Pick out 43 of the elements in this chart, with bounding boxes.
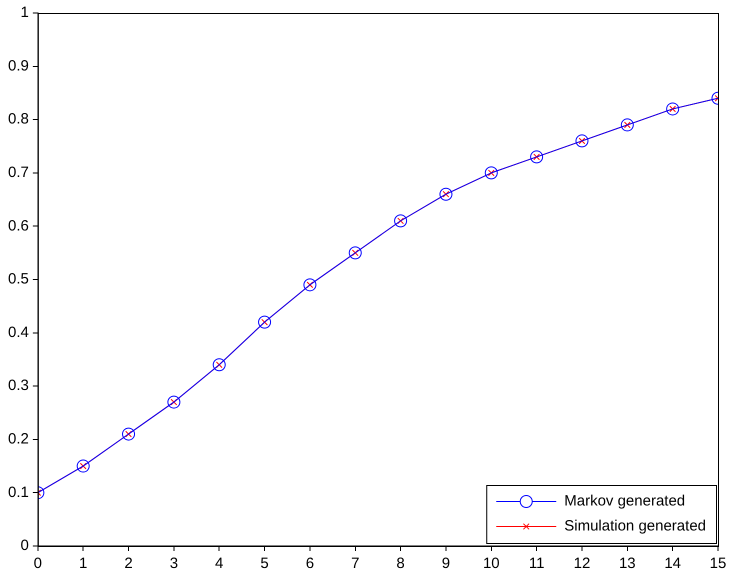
point — [122, 428, 136, 441]
x-tick-label: 14 — [664, 555, 681, 572]
point — [530, 150, 544, 164]
point — [167, 396, 180, 409]
x-tick-label: 1 — [79, 555, 88, 572]
x-tick-label: 10 — [482, 555, 500, 572]
x-tick-label: 15 — [710, 555, 726, 572]
y-tick-label: 0.5 — [8, 270, 29, 288]
legend-label: Simulation generated — [564, 518, 706, 535]
point — [666, 102, 680, 116]
y-tick-label: 0.6 — [8, 217, 29, 234]
y-tick-label: 1 — [20, 4, 29, 22]
x-tick-label: 11 — [528, 555, 544, 572]
x-tick-label: 6 — [306, 555, 314, 572]
point — [394, 214, 408, 228]
y-tick-label: 0.2 — [8, 430, 29, 448]
x-tick-label: 4 — [215, 555, 224, 572]
y-tick-label: 0.9 — [8, 57, 29, 74]
x-tick-label: 2 — [124, 555, 133, 572]
point — [484, 166, 498, 180]
point — [575, 134, 588, 148]
point — [76, 460, 90, 473]
y-tick-label: 0.8 — [8, 110, 29, 128]
x-tick-label: 12 — [574, 555, 590, 572]
legend-label: Markov generated — [564, 492, 686, 510]
x-tick-label: 9 — [442, 555, 450, 572]
point — [212, 358, 226, 372]
x-tick-label: 7 — [351, 555, 360, 572]
point — [620, 118, 634, 132]
x-tick-label: 5 — [260, 555, 269, 572]
point — [348, 246, 362, 260]
point — [258, 316, 272, 329]
x-tick-label: 0 — [34, 555, 42, 572]
y-tick-label: 0.4 — [8, 324, 29, 341]
y-tick-label: 0.7 — [8, 164, 29, 182]
y-tick-label: 0.3 — [8, 377, 29, 394]
y-tick-label: 0 — [20, 537, 29, 554]
x-tick-label: 13 — [618, 555, 636, 572]
x-tick-label: 3 — [170, 555, 178, 572]
x-tick-label: 8 — [396, 555, 405, 572]
point — [303, 278, 316, 292]
y-tick-label: 0.1 — [8, 484, 29, 501]
point — [439, 188, 452, 201]
